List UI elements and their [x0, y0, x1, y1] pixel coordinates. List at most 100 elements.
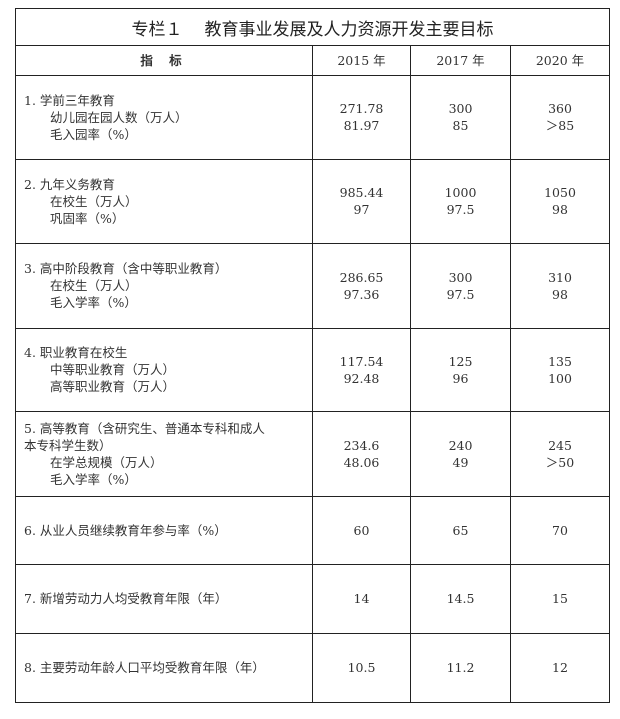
value-cell-v2017: 11.2: [411, 633, 511, 702]
indicator-line: 在校生（万人）: [50, 278, 138, 293]
value-cell-v2015: 271.78 81.97: [313, 75, 411, 159]
value: 245: [548, 437, 572, 453]
value: 125: [448, 353, 473, 369]
indicator-cell: 6. 从业人员继续教育年参与率（%）: [16, 496, 313, 564]
indicator-line: 在校生（万人）: [50, 193, 138, 209]
value: 240: [448, 437, 473, 453]
value: 300: [448, 269, 473, 285]
indicator-line: 毛入学率（%）: [50, 295, 137, 310]
value-cell-v2020: 360 ＞85: [511, 75, 609, 159]
indicator-line: 本专科学生数）: [24, 437, 112, 453]
value: 96: [452, 370, 469, 386]
value: 14.5: [446, 591, 475, 606]
indicator-cell: 3. 高中阶段教育（含中等职业教育） 在校生（万人） 毛入学率（%）: [16, 243, 313, 328]
value: 271.78: [339, 101, 384, 116]
value-cell-v2017: 300 85: [411, 75, 511, 159]
value-cell-v2017: 125 96: [411, 328, 511, 411]
header-2017: 2017 年: [411, 45, 511, 75]
header-indicator: 指 标: [16, 45, 313, 75]
value-cell-v2015: 234.6 48.06: [313, 411, 411, 496]
value: 1000: [444, 185, 477, 200]
indicator-line: 1. 学前三年教育: [24, 92, 115, 108]
value: 85: [452, 118, 469, 133]
value-cell-v2020: 245 ＞50: [511, 411, 609, 496]
value: 286.65: [339, 269, 384, 285]
value-cell-v2015: 60: [313, 496, 411, 564]
value-cell-v2020: 70: [511, 496, 609, 564]
targets-table: 专栏１ 教育事业发展及人力资源开发主要目标 指 标 2015 年 2017 年 2…: [15, 8, 610, 703]
value-cell-v2015: 985.44 97: [313, 159, 411, 243]
value: 48.06: [343, 454, 380, 470]
value: 135: [548, 353, 572, 369]
indicator-line: 5. 高等教育（含研究生、普通本专科和成人: [24, 420, 265, 436]
value: 985.44: [339, 185, 384, 200]
indicator-cell: 4. 职业教育在校生中等职业教育（万人） 高等职业教育（万人）: [16, 328, 313, 411]
indicator-line: 3. 高中阶段教育（含中等职业教育）: [24, 261, 228, 276]
value: 15: [552, 591, 568, 606]
value: 97.36: [343, 286, 380, 302]
header-2015: 2015 年: [313, 45, 411, 75]
value: 300: [448, 101, 473, 116]
value-cell-v2015: 10.5: [313, 633, 411, 702]
indicator-line: 2. 九年义务教育: [24, 176, 115, 192]
value: 310: [548, 269, 572, 285]
indicator-line: 在学总规模（万人）: [50, 454, 163, 470]
indicator-line: 毛入园率（%）: [50, 126, 137, 142]
table-title: 专栏１ 教育事业发展及人力资源开发主要目标: [16, 9, 609, 46]
value-cell-v2015: 14: [313, 564, 411, 633]
value: 81.97: [343, 118, 380, 133]
indicator-line: 幼儿园在园人数（万人）: [50, 109, 188, 125]
table-row: 3. 高中阶段教育（含中等职业教育） 在校生（万人） 毛入学率（%） 286.65 97…: [16, 243, 609, 329]
value: 12: [552, 660, 568, 675]
header-2020: 2020 年: [535, 52, 585, 68]
value: ＞85: [545, 118, 575, 133]
value: 360: [548, 101, 572, 116]
value: 1050: [544, 185, 576, 200]
table-row: 2. 九年义务教育 在校生（万人） 巩固率（%） 985.44 97 1000 97.5 10…: [16, 159, 609, 244]
value-cell-v2020: 12: [511, 633, 609, 702]
value: 100: [548, 370, 572, 386]
value: 14: [353, 591, 370, 606]
value-cell-v2015: 286.65 97.36: [313, 243, 411, 328]
table-row: 5. 高等教育（含研究生、普通本专科和成人 本专科学生数） 在学总规模（万人） 毛入学…: [16, 411, 609, 497]
indicator-line: 7. 新增劳动力人均受教育年限（年）: [24, 591, 228, 606]
value-cell-v2020: 135 100: [511, 328, 609, 411]
value: 10.5: [347, 660, 376, 675]
indicator-line: 巩固率（%）: [50, 210, 125, 226]
indicator-cell: 8. 主要劳动年龄人口平均受教育年限（年）: [16, 633, 313, 702]
value: 70: [552, 522, 568, 538]
value: 97.5: [446, 202, 475, 217]
value: 65: [452, 522, 469, 538]
value-cell-v2020: 1050 98: [511, 159, 609, 243]
indicator-cell: 1. 学前三年教育 幼儿园在园人数（万人） 毛入园率（%）: [16, 75, 313, 159]
indicator-line: 中等职业教育（万人）: [50, 362, 176, 377]
value-cell-v2020: 15: [511, 564, 609, 633]
value-cell-v2020: 310 98: [511, 243, 609, 328]
table-row: 6. 从业人员继续教育年参与率（%） 60 65 70: [16, 496, 609, 565]
value: 11.2: [446, 660, 475, 675]
value-cell-v2017: 300 97.5: [411, 243, 511, 328]
table-row: 8. 主要劳动年龄人口平均受教育年限（年） 10.5 11.2 12: [16, 633, 609, 702]
value-cell-v2017: 65: [411, 496, 511, 564]
value: 117.54: [339, 353, 384, 369]
indicator-line: 8. 主要劳动年龄人口平均受教育年限（年）: [24, 660, 265, 675]
indicator-cell: 7. 新增劳动力人均受教育年限（年）: [16, 564, 313, 633]
indicator-cell: 5. 高等教育（含研究生、普通本专科和成人 本专科学生数） 在学总规模（万人） 毛入学…: [16, 411, 313, 496]
table-row: 1. 学前三年教育 幼儿园在园人数（万人） 毛入园率（%） 271.78 81.97 30…: [16, 75, 609, 160]
value-cell-v2017: 14.5: [411, 564, 511, 633]
indicator-line: 4. 职业教育在校生: [24, 345, 128, 360]
value-cell-v2017: 1000 97.5: [411, 159, 511, 243]
indicator-line: 高等职业教育（万人）: [50, 379, 176, 394]
indicator-line: 6. 从业人员继续教育年参与率（%）: [24, 522, 227, 538]
value: 97: [353, 202, 370, 217]
title-prefix: 专栏１: [131, 19, 183, 40]
table-row: 4. 职业教育在校生中等职业教育（万人） 高等职业教育（万人） 117.54 92.4…: [16, 328, 609, 412]
value-cell-v2015: 117.54 92.48: [313, 328, 411, 411]
indicator-cell: 2. 九年义务教育 在校生（万人） 巩固率（%）: [16, 159, 313, 243]
value-cell-v2017: 240 49: [411, 411, 511, 496]
value: 98: [552, 202, 568, 217]
value: 234.6: [343, 437, 380, 453]
value: 60: [353, 522, 370, 538]
value: ＞50: [545, 454, 575, 470]
table-row: 7. 新增劳动力人均受教育年限（年） 14 14.5 15: [16, 564, 609, 634]
